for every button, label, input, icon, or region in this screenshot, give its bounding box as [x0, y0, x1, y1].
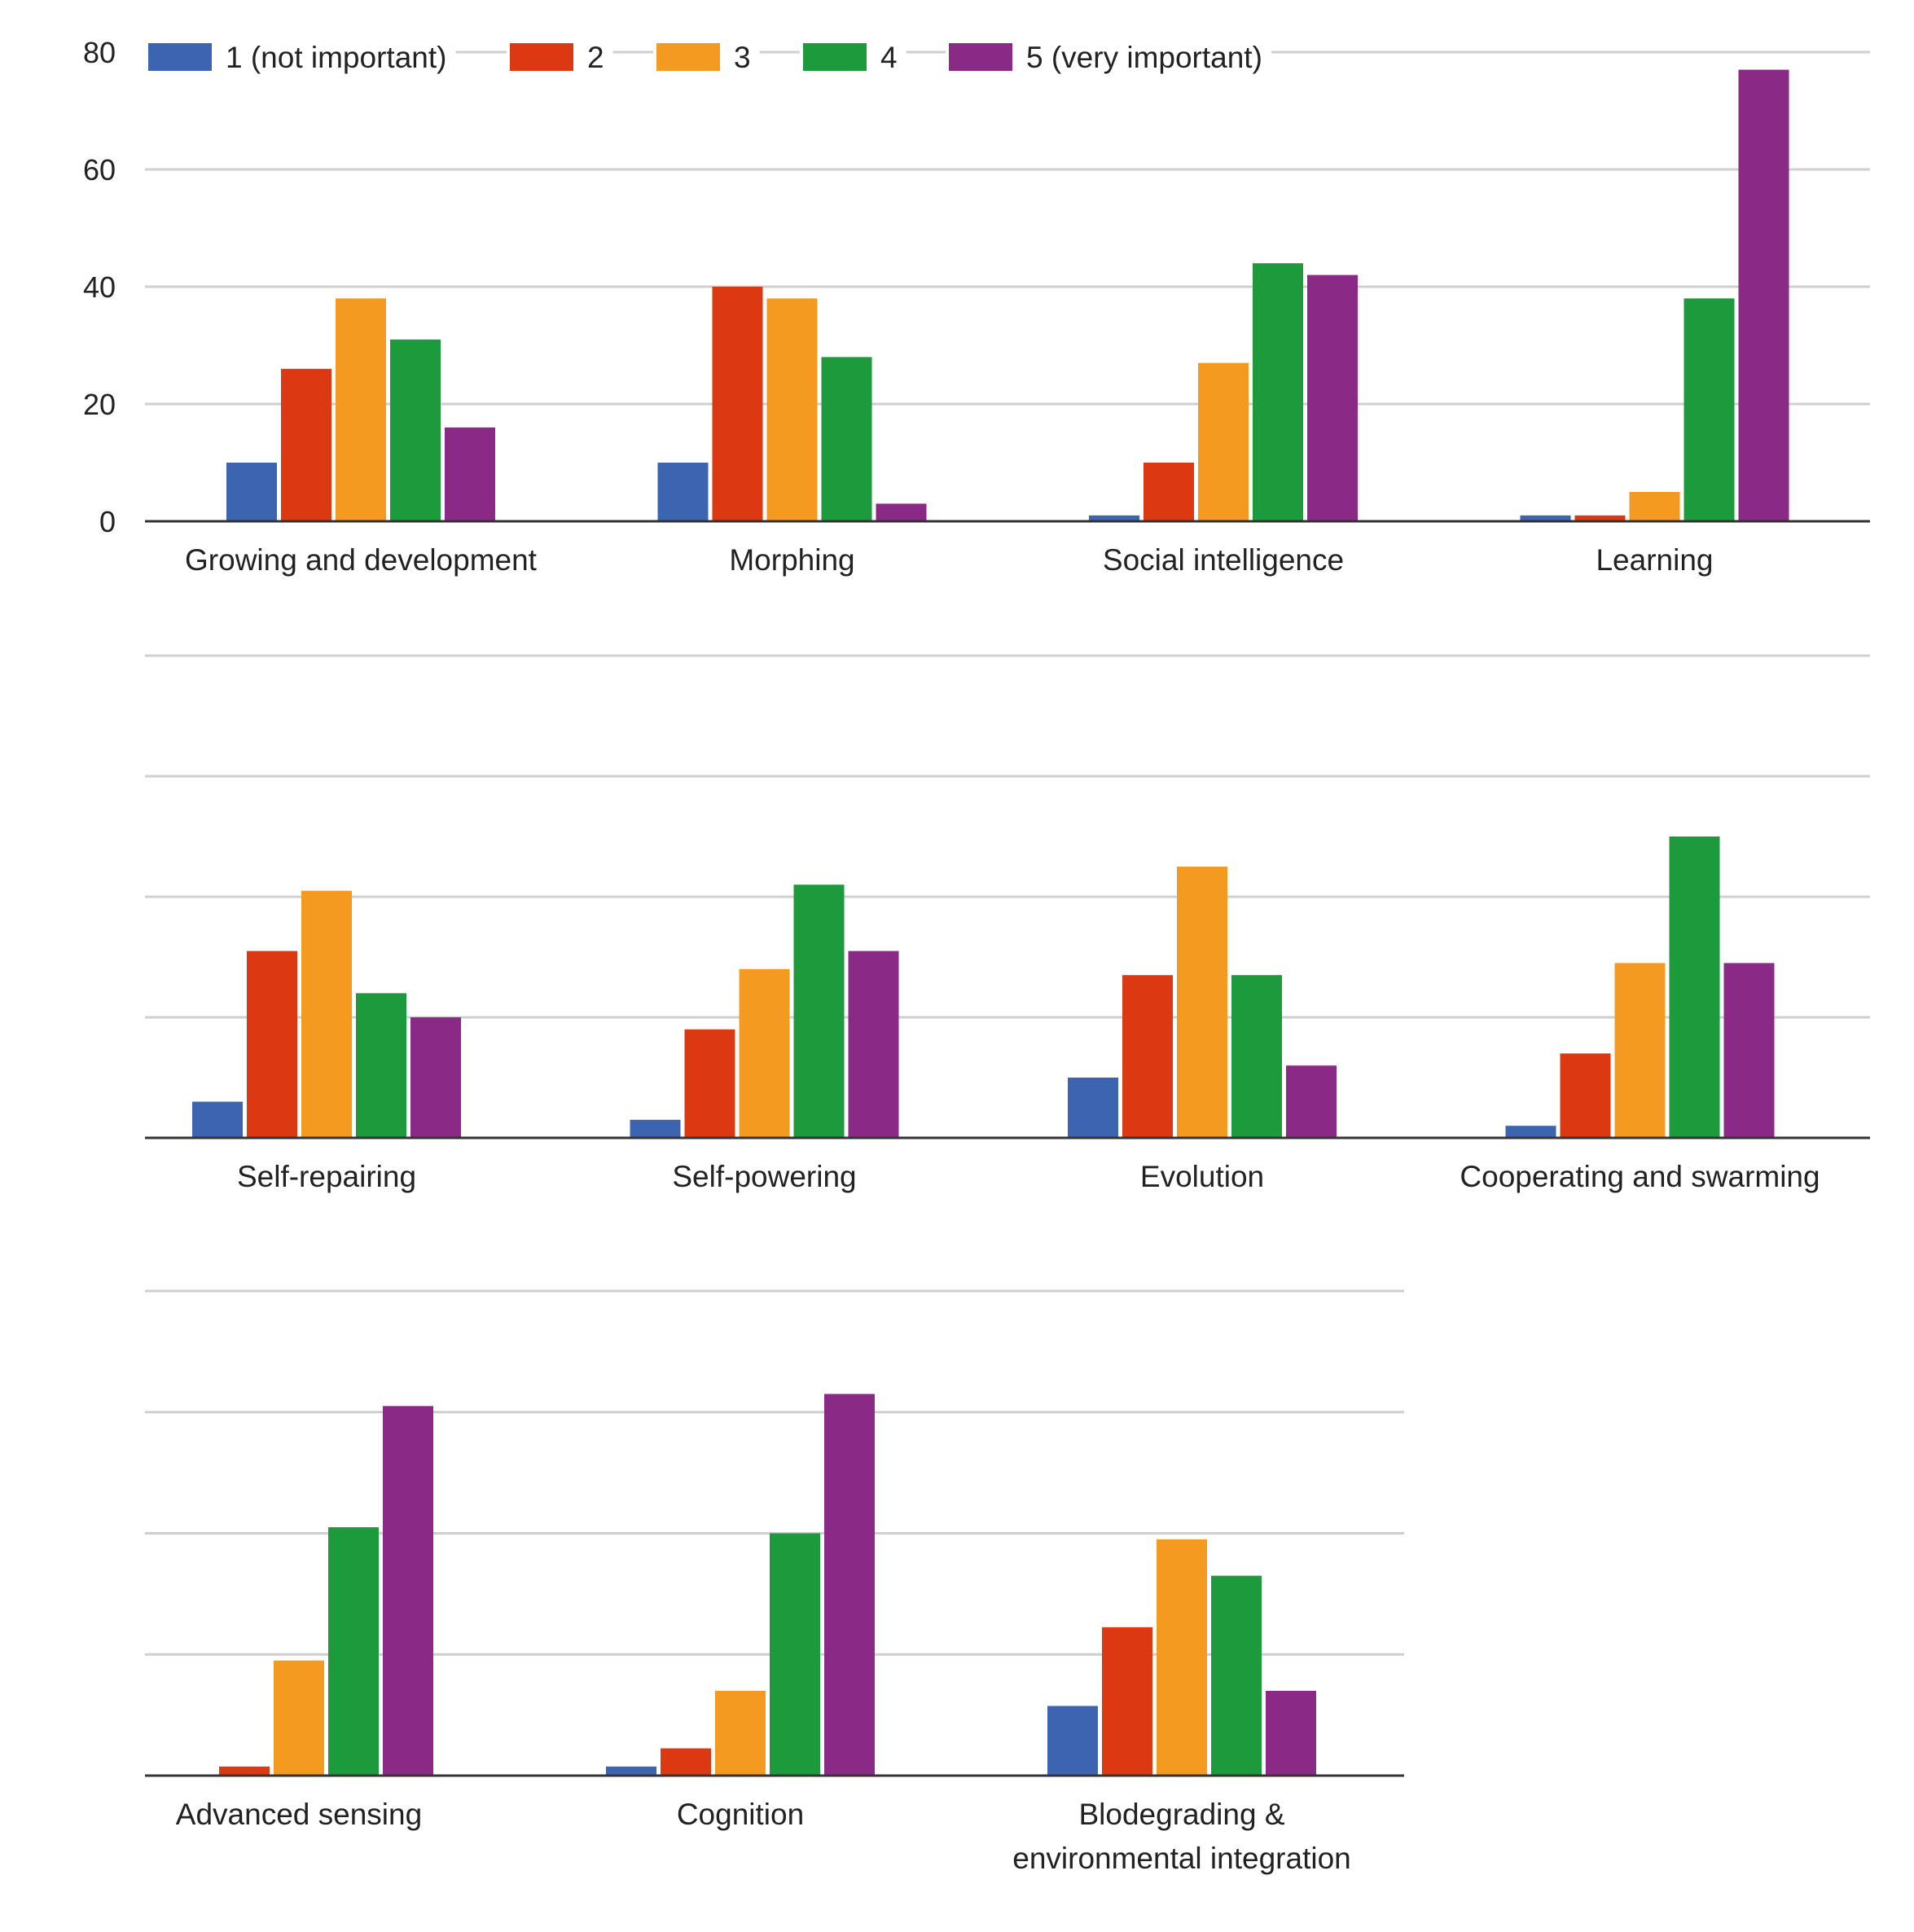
bar-advanced-sensing-2	[219, 1766, 270, 1776]
y-tick-label-80: 80	[83, 36, 116, 69]
bar-blodegrading-environmental-integration-2	[1102, 1627, 1152, 1776]
legend-swatch-3	[656, 43, 720, 71]
bar-blodegrading-environmental-integration-5-very-important	[1266, 1690, 1316, 1776]
bar-self-powering-1-not-important	[630, 1119, 681, 1138]
legend-swatch-4	[803, 43, 867, 71]
bar-blodegrading-environmental-integration-1-not-important	[1047, 1706, 1098, 1776]
legend-label-3: 3	[734, 41, 751, 74]
bar-evolution-2	[1122, 975, 1173, 1138]
x-category-label-self-powering: Self-powering	[672, 1160, 856, 1193]
x-category-label-social-intelligence: Social intelligence	[1103, 543, 1344, 577]
bar-self-repairing-1-not-important	[192, 1101, 243, 1138]
bar-blodegrading-environmental-integration-3	[1157, 1539, 1207, 1776]
bar-learning-4	[1684, 298, 1735, 521]
bar-cognition-2	[661, 1748, 711, 1776]
bar-cognition-4	[770, 1533, 820, 1776]
y-tick-label-0: 0	[99, 505, 116, 538]
bar-growing-and-development-2	[281, 368, 331, 521]
bar-cognition-1-not-important	[606, 1766, 656, 1776]
bar-blodegrading-environmental-integration-4	[1211, 1575, 1262, 1776]
legend-swatch-2	[510, 43, 573, 71]
legend-label-2: 2	[587, 41, 604, 74]
bar-social-intelligence-3	[1198, 362, 1249, 521]
bar-self-powering-5-very-important	[848, 951, 899, 1138]
bar-advanced-sensing-5-very-important	[383, 1406, 433, 1776]
x-category-label-blodegrading-environmental-integration-line-2: environmental integration	[1012, 1842, 1350, 1875]
legend-label-1-not-important: 1 (not important)	[226, 41, 446, 74]
bar-evolution-3	[1177, 867, 1227, 1138]
x-category-label-cognition: Cognition	[677, 1798, 804, 1831]
y-tick-label-40: 40	[83, 270, 116, 304]
bar-morphing-3	[766, 298, 818, 521]
legend-label-4: 4	[880, 41, 898, 74]
bar-advanced-sensing-4	[328, 1527, 379, 1776]
bar-self-powering-4	[793, 885, 845, 1138]
bar-cognition-5-very-important	[824, 1394, 875, 1776]
x-category-label-evolution: Evolution	[1140, 1160, 1264, 1193]
bar-self-repairing-3	[301, 890, 352, 1138]
x-category-label-cooperating-and-swarming: Cooperating and swarming	[1460, 1160, 1820, 1193]
x-category-label-learning: Learning	[1596, 543, 1713, 577]
bar-cooperating-and-swarming-3	[1614, 963, 1666, 1138]
bar-morphing-5-very-important	[876, 503, 927, 521]
bar-advanced-sensing-3	[274, 1660, 324, 1776]
bar-social-intelligence-2	[1144, 463, 1194, 521]
x-category-label-blodegrading-environmental-integration-line-1: Blodegrading &	[1078, 1798, 1284, 1831]
bar-evolution-4	[1231, 975, 1282, 1138]
bar-cognition-3	[715, 1690, 766, 1776]
x-category-label-self-repairing: Self-repairing	[237, 1160, 416, 1193]
x-category-label-morphing: Morphing	[729, 543, 854, 577]
bar-morphing-4	[821, 357, 872, 521]
bar-self-powering-3	[739, 968, 790, 1138]
bar-self-repairing-2	[247, 951, 297, 1138]
bar-social-intelligence-1-not-important	[1089, 515, 1139, 521]
legend-swatch-5-very-important	[949, 43, 1012, 71]
y-tick-label-60: 60	[83, 153, 116, 187]
bar-cooperating-and-swarming-4	[1669, 836, 1720, 1138]
x-category-label-growing-and-development: Growing and development	[185, 543, 538, 577]
bar-learning-2	[1574, 515, 1626, 521]
bar-growing-and-development-3	[336, 298, 386, 521]
bar-social-intelligence-4	[1253, 263, 1303, 521]
x-category-label-advanced-sensing: Advanced sensing	[176, 1798, 422, 1831]
bar-cooperating-and-swarming-2	[1560, 1053, 1611, 1138]
bar-cooperating-and-swarming-5-very-important	[1723, 963, 1775, 1138]
bar-morphing-2	[712, 287, 763, 521]
bar-evolution-1-not-important	[1068, 1078, 1118, 1138]
bar-growing-and-development-1-not-important	[226, 463, 277, 521]
bar-social-intelligence-5-very-important	[1307, 274, 1358, 521]
bar-growing-and-development-4	[390, 339, 441, 521]
bar-learning-1-not-important	[1520, 515, 1571, 521]
bar-cooperating-and-swarming-1-not-important	[1505, 1126, 1556, 1138]
bar-self-powering-2	[684, 1029, 735, 1138]
legend-swatch-1-not-important	[148, 43, 212, 71]
legend-label-5-very-important: 5 (very important)	[1026, 41, 1262, 74]
bar-morphing-1-not-important	[657, 463, 709, 521]
bar-self-repairing-4	[356, 993, 406, 1138]
bar-learning-3	[1629, 492, 1680, 521]
bar-self-repairing-5-very-important	[410, 1017, 461, 1138]
bar-evolution-5-very-important	[1286, 1065, 1337, 1138]
bar-learning-5-very-important	[1738, 69, 1789, 522]
bar-growing-and-development-5-very-important	[445, 427, 495, 521]
y-tick-label-20: 20	[83, 388, 116, 421]
